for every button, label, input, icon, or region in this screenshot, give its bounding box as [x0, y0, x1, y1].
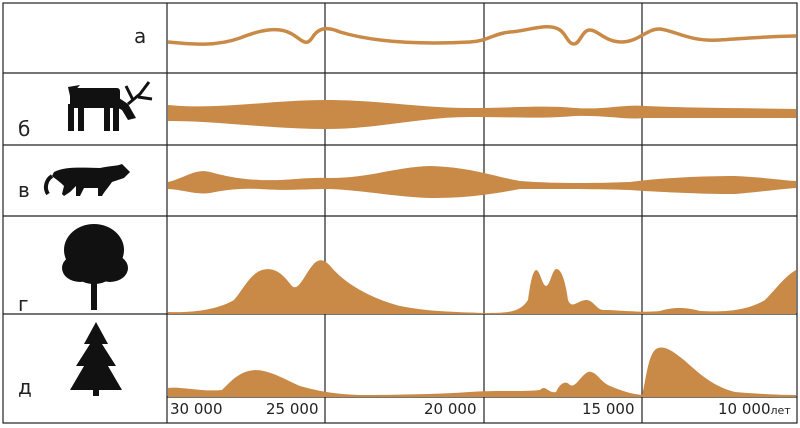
- row-label-b: б: [18, 117, 31, 141]
- area-d: [168, 347, 796, 397]
- row-label-v: в: [18, 178, 30, 202]
- row-label-a: а: [134, 24, 147, 48]
- area-g: [168, 260, 796, 314]
- axis-tick-label: 25 000: [266, 400, 319, 418]
- row-label-g: г: [18, 292, 29, 316]
- axis-tick-label: 10 000: [718, 400, 771, 418]
- curve-a: [167, 25, 797, 46]
- band-b: [168, 100, 796, 129]
- row-label-d: д: [18, 375, 32, 399]
- fir-tree-icon: [70, 322, 122, 396]
- axis-unit: лет: [770, 404, 791, 417]
- wolf-icon: [43, 164, 130, 196]
- reindeer-icon: [68, 81, 153, 131]
- deciduous-tree-icon: [62, 224, 128, 310]
- axis-tick-label: 15 000: [582, 400, 635, 418]
- axis-tick-label-last: 10 000лет: [718, 400, 791, 418]
- axis-tick-label: 30 000: [170, 400, 223, 418]
- band-v: [168, 166, 796, 198]
- axis-tick-label: 20 000: [424, 400, 477, 418]
